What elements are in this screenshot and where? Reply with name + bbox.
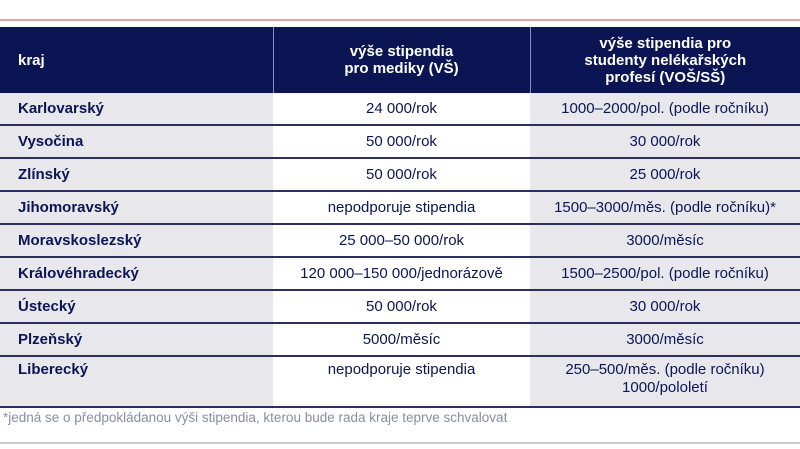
nonmedical-stipend-cell: 25 000/rok xyxy=(530,158,800,192)
region-cell: Moravskoslezský xyxy=(0,224,273,258)
table-row: Moravskoslezský 25 000–50 000/rok 3000/měs… xyxy=(0,224,800,258)
table-row: Plzeňský 5000/měsíc 3000/měsíc xyxy=(0,323,800,357)
region-cell: Královéhradecký xyxy=(0,257,273,291)
medical-stipend-cell: 50 000/rok xyxy=(273,158,530,192)
table-row: Liberecký nepodporuje stipendia 250–500/mě… xyxy=(0,356,800,408)
medical-stipend-cell: nepodporuje stipendia xyxy=(273,356,530,408)
nonmedical-stipend-cell: 3000/měsíc xyxy=(530,323,800,357)
table-row: Královéhradecký 120 000–150 000/jednorázo… xyxy=(0,257,800,291)
region-cell: Plzeňský xyxy=(0,323,273,357)
nonmedical-stipend-cell: 1500–3000/měs. (podle ročníku)* xyxy=(530,191,800,225)
region-cell: Vysočina xyxy=(0,125,273,159)
nonmedical-stipend-cell: 3000/měsíc xyxy=(530,224,800,258)
region-cell: Liberecký xyxy=(0,356,273,408)
medical-stipend-cell: 50 000/rok xyxy=(273,125,530,159)
table-row: Ústecký 50 000/rok 30 000/rok xyxy=(0,290,800,324)
region-cell: Zlínský xyxy=(0,158,273,192)
scholarship-table: kraj výše stipendia pro mediky (VŠ) výše… xyxy=(0,27,800,408)
header-row: kraj výše stipendia pro mediky (VŠ) výše… xyxy=(0,27,800,93)
nonmedical-stipend-cell: 250–500/měs. (podle ročníku) 1000/polole… xyxy=(530,356,800,408)
medical-stipend-cell: 25 000–50 000/rok xyxy=(273,224,530,258)
nonmedical-stipend-cell: 1000–2000/pol. (podle ročníku) xyxy=(530,93,800,126)
bottom-divider xyxy=(0,442,800,444)
table-row: Vysočina 50 000/rok 30 000/rok xyxy=(0,125,800,159)
top-divider xyxy=(0,19,800,21)
region-cell: Ústecký xyxy=(0,290,273,324)
medical-stipend-cell: 120 000–150 000/jednorázově xyxy=(273,257,530,291)
table-row: Karlovarský 24 000/rok 1000–2000/pol. (pod… xyxy=(0,93,800,126)
table-row: Jihomoravský nepodporuje stipendia 1500–30… xyxy=(0,191,800,225)
header-nonmedical: výše stipendia pro studenty nelékařských… xyxy=(529,27,800,93)
medical-stipend-cell: 5000/měsíc xyxy=(273,323,530,357)
nonmedical-stipend-cell: 30 000/rok xyxy=(530,125,800,159)
nonmedical-stipend-cell: 30 000/rok xyxy=(530,290,800,324)
header-region: kraj xyxy=(0,27,273,93)
header-medical: výše stipendia pro mediky (VŠ) xyxy=(272,27,530,93)
region-cell: Karlovarský xyxy=(0,93,273,126)
footnote: *jedná se o předpokládanou výši stipendi… xyxy=(3,410,508,425)
region-cell: Jihomoravský xyxy=(0,191,273,225)
medical-stipend-cell: 24 000/rok xyxy=(273,93,530,126)
medical-stipend-cell: 50 000/rok xyxy=(273,290,530,324)
nonmedical-stipend-cell: 1500–2500/pol. (podle ročníku) xyxy=(530,257,800,291)
table-row: Zlínský 50 000/rok 25 000/rok xyxy=(0,158,800,192)
medical-stipend-cell: nepodporuje stipendia xyxy=(273,191,530,225)
